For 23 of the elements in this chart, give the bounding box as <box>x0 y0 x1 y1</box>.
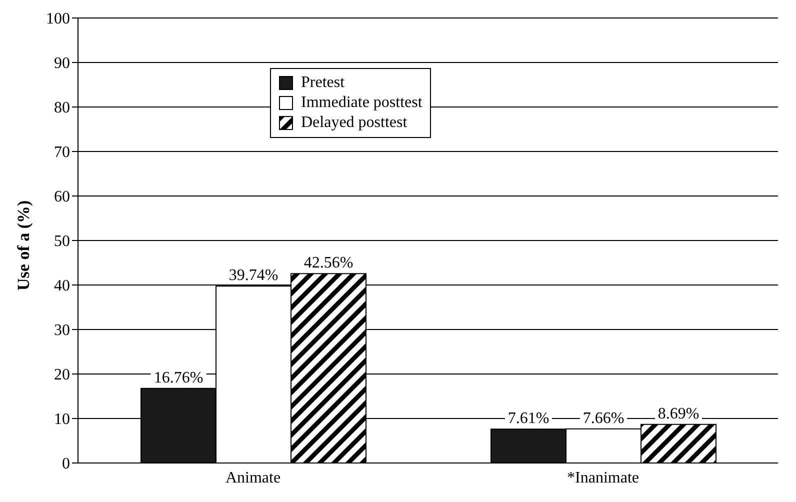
data-label: 42.56% <box>304 254 354 272</box>
y-tick-label: 70 <box>54 144 70 162</box>
y-tick-label: 90 <box>54 55 70 72</box>
y-axis-title: Use of a (%) <box>14 200 34 290</box>
data-label: 7.61% <box>508 410 550 428</box>
y-tick-label: 20 <box>54 366 70 384</box>
legend-label: Pretest <box>301 73 345 93</box>
legend-label: Immediate posttest <box>301 93 422 113</box>
y-tick-label: 40 <box>54 278 70 295</box>
data-label: 16.76% <box>154 369 204 386</box>
data-label: 7.66% <box>582 410 624 427</box>
y-tick-label: 100 <box>46 10 70 28</box>
y-tick-label: 80 <box>54 100 70 117</box>
y-tick-label: 0 <box>62 456 70 473</box>
data-label: 39.74% <box>228 267 278 284</box>
y-tick-label: 50 <box>54 233 70 250</box>
y-tick-label: 10 <box>54 411 70 428</box>
x-tick-label: *Inanimate <box>567 469 639 486</box>
y-tick-label: 60 <box>54 188 70 206</box>
y-tick-label: 30 <box>54 322 70 340</box>
data-label: 8.69% <box>658 405 700 422</box>
x-tick-label: Animate <box>225 469 281 486</box>
legend-label: Delayed posttest <box>301 113 408 133</box>
